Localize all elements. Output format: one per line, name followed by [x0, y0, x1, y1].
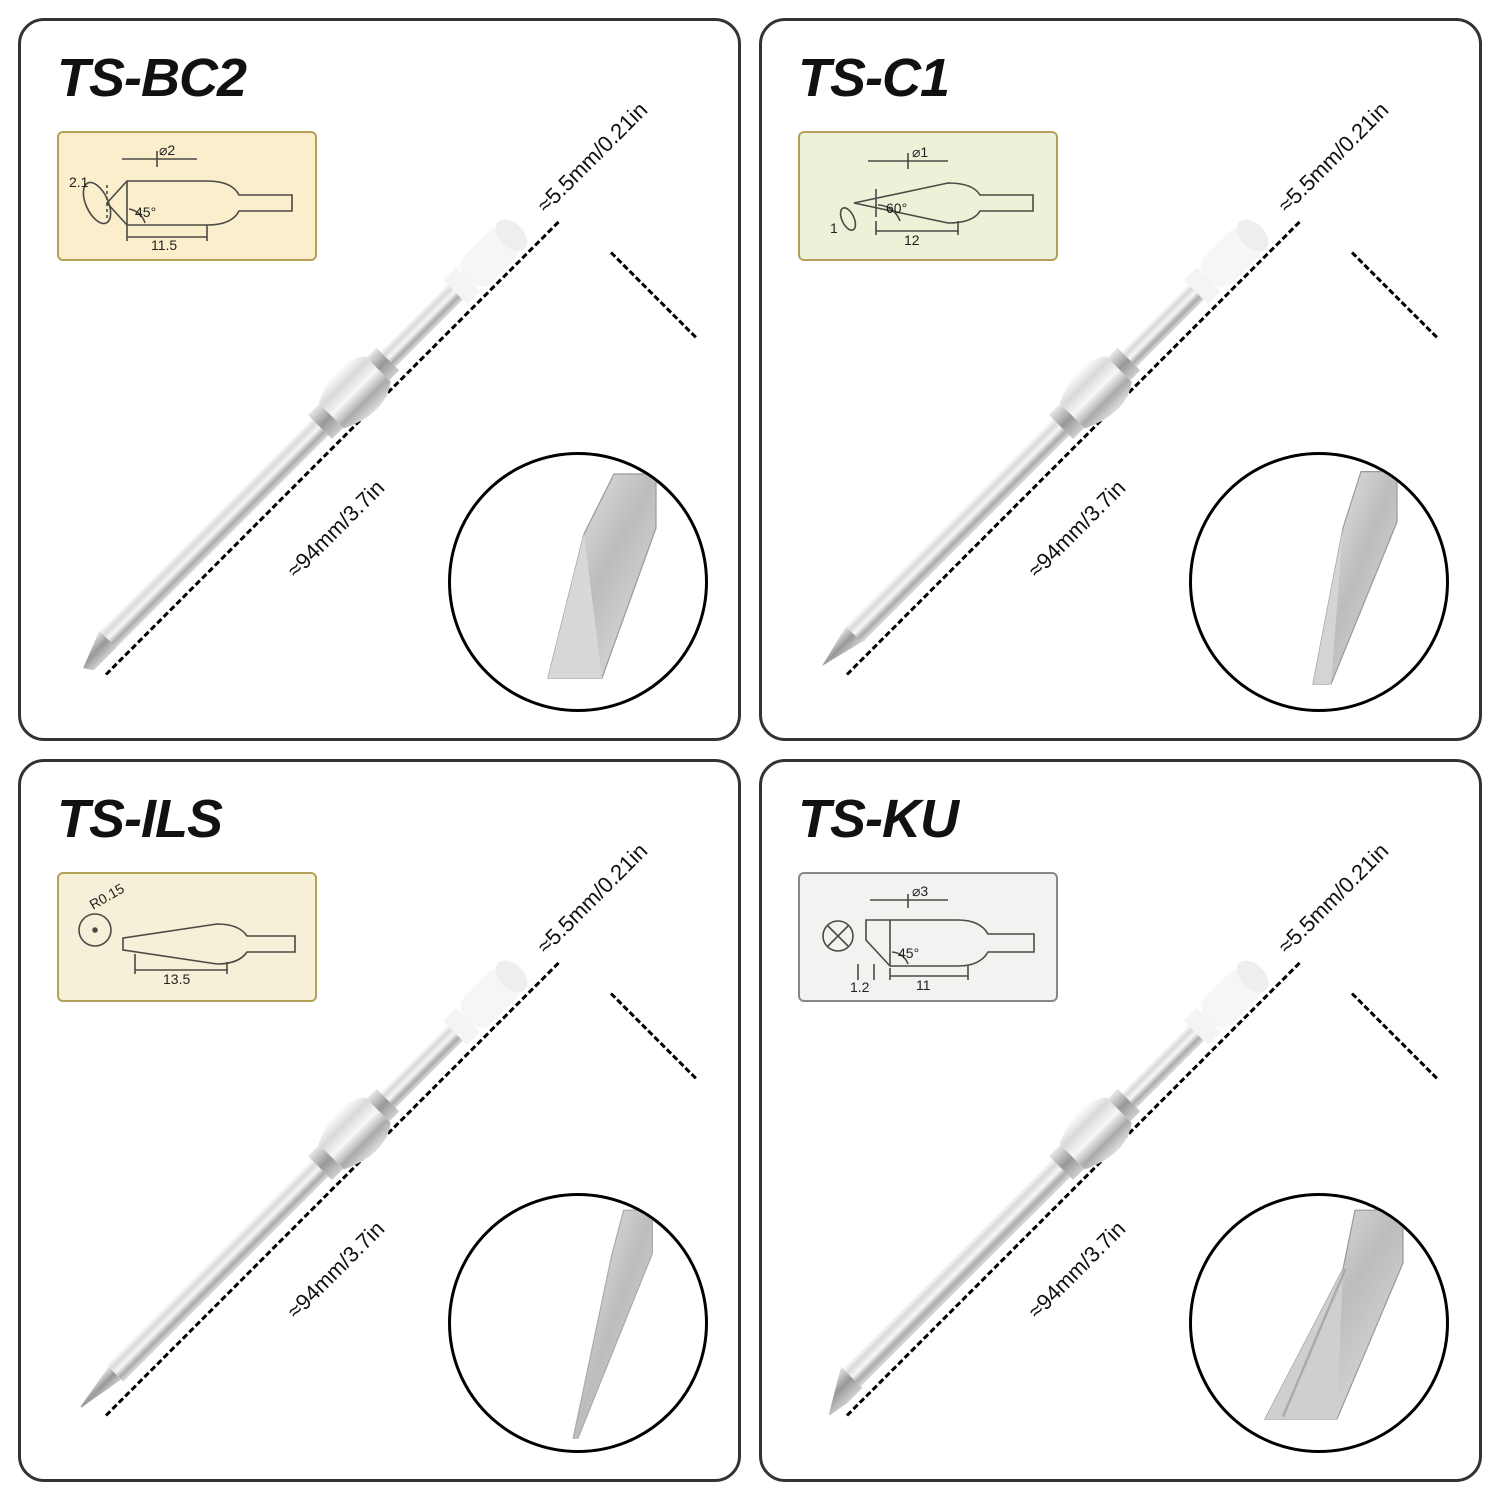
tip-detail [1189, 452, 1449, 712]
tip-detail [1189, 1193, 1449, 1453]
panel-ts-ku: TS-KU ⌀3 1.2 45° 11 ≈94mm/3.7in ≈5.5mm/0… [759, 759, 1482, 1482]
spec-diameter: ⌀2 [159, 142, 175, 158]
spec-angle: 60° [886, 200, 907, 216]
spec-diagram-ils: R0.15 13.5 [57, 872, 317, 1002]
width-dim-label: ≈5.5mm/0.21in [1273, 838, 1394, 959]
spec-width: 1 [830, 220, 838, 236]
panel-title: TS-KU [798, 788, 958, 850]
width-dim-line [610, 251, 697, 338]
panel-title: TS-C1 [798, 47, 949, 109]
panel-ts-ils: TS-ILS R0.15 13.5 ≈94mm/3.7in ≈5.5mm/0.2… [18, 759, 741, 1482]
spec-diameter: ⌀3 [912, 883, 928, 899]
width-dim-label: ≈5.5mm/0.21in [532, 97, 653, 218]
spec-width: 2.1 [69, 174, 89, 190]
width-dim-line [1351, 251, 1438, 338]
width-dim-label: ≈5.5mm/0.21in [1273, 97, 1394, 218]
spec-width: 1.2 [850, 979, 870, 995]
spec-diagram-c1: ⌀1 1 60° 12 [798, 131, 1058, 261]
panel-title: TS-ILS [57, 788, 222, 850]
tip-detail [448, 452, 708, 712]
width-dim-line [1351, 992, 1438, 1079]
panel-ts-c1: TS-C1 ⌀1 1 60° 12 ≈94mm/3.7in ≈5.5mm/0.2… [759, 18, 1482, 741]
spec-diameter: ⌀1 [912, 144, 928, 160]
spec-length: 13.5 [163, 971, 190, 987]
spec-radius: R0.15 [87, 880, 128, 913]
spec-angle: 45° [135, 204, 156, 220]
spec-length: 11 [916, 977, 931, 993]
width-dim-label: ≈5.5mm/0.21in [532, 838, 653, 959]
width-dim-line [610, 992, 697, 1079]
panel-title: TS-BC2 [57, 47, 246, 109]
spec-diagram-bc2: ⌀2 2.1 45° 11.5 [57, 131, 317, 261]
spec-length: 11.5 [151, 237, 177, 253]
panel-ts-bc2: TS-BC2 ⌀2 2.1 45° 11.5 ≈94mm/3.7in ≈5.5m… [18, 18, 741, 741]
spec-length: 12 [904, 232, 920, 248]
spec-angle: 45° [898, 945, 919, 961]
spec-diagram-ku: ⌀3 1.2 45° 11 [798, 872, 1058, 1002]
tip-detail [448, 1193, 708, 1453]
